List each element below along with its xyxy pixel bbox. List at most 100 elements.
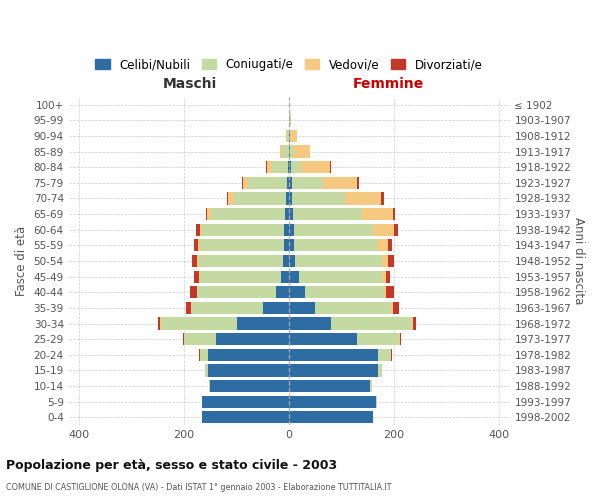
Bar — [412, 318, 413, 330]
Bar — [289, 176, 292, 189]
Bar — [316, 302, 391, 314]
Bar — [284, 240, 289, 252]
Bar — [202, 396, 289, 408]
Bar — [289, 396, 376, 408]
Bar — [386, 270, 390, 282]
Bar — [386, 286, 394, 298]
Bar — [208, 348, 289, 361]
Bar — [288, 161, 289, 173]
Bar — [330, 161, 331, 173]
Bar — [358, 333, 399, 345]
Bar — [289, 224, 295, 236]
Bar — [286, 192, 289, 204]
Bar — [197, 255, 199, 267]
Text: COMUNE DI CASTIGLIONE OLONA (VA) - Dati ISTAT 1° gennaio 2003 - Elaborazione TUT: COMUNE DI CASTIGLIONE OLONA (VA) - Dati … — [6, 484, 392, 492]
Bar — [266, 161, 267, 173]
Bar — [299, 270, 382, 282]
Bar — [276, 286, 289, 298]
Bar — [215, 333, 289, 345]
Bar — [295, 240, 377, 252]
Bar — [382, 270, 386, 282]
Bar — [393, 302, 399, 314]
Bar — [190, 286, 197, 298]
Bar — [373, 224, 394, 236]
Text: Maschi: Maschi — [163, 78, 217, 92]
Bar — [345, 192, 382, 204]
Bar — [211, 380, 289, 392]
Bar — [267, 161, 272, 173]
Bar — [388, 255, 394, 267]
Bar — [292, 192, 345, 204]
Bar — [382, 192, 383, 204]
Bar — [289, 333, 358, 345]
Bar — [227, 192, 234, 204]
Bar — [287, 130, 289, 142]
Bar — [194, 240, 198, 252]
Bar — [236, 318, 289, 330]
Bar — [244, 176, 248, 189]
Bar — [205, 364, 208, 376]
Bar — [198, 240, 200, 252]
Bar — [211, 208, 285, 220]
Bar — [393, 208, 395, 220]
Bar — [199, 270, 200, 282]
Bar — [290, 130, 291, 142]
Bar — [370, 380, 372, 392]
Bar — [378, 364, 382, 376]
Bar — [289, 318, 331, 330]
Bar — [378, 348, 391, 361]
Bar — [394, 224, 398, 236]
Bar — [192, 302, 263, 314]
Bar — [208, 364, 289, 376]
Bar — [293, 208, 362, 220]
Bar — [234, 192, 286, 204]
Bar — [280, 146, 282, 158]
Bar — [196, 224, 200, 236]
Bar — [289, 286, 305, 298]
Bar — [289, 364, 378, 376]
Bar — [323, 176, 358, 189]
Bar — [283, 255, 289, 267]
Bar — [202, 411, 289, 424]
Bar — [200, 224, 202, 236]
Bar — [413, 318, 416, 330]
Bar — [182, 333, 184, 345]
Y-axis label: Anni di nascita: Anni di nascita — [572, 218, 585, 304]
Bar — [295, 224, 373, 236]
Bar — [388, 240, 392, 252]
Bar — [158, 318, 160, 330]
Bar — [285, 208, 289, 220]
Bar — [291, 130, 298, 142]
Bar — [295, 146, 310, 158]
Bar — [289, 348, 378, 361]
Y-axis label: Fasce di età: Fasce di età — [15, 226, 28, 296]
Bar — [161, 318, 236, 330]
Bar — [358, 176, 359, 189]
Bar — [301, 161, 330, 173]
Bar — [295, 255, 382, 267]
Bar — [289, 161, 290, 173]
Legend: Celibi/Nubili, Coniugati/e, Vedovi/e, Divorziati/e: Celibi/Nubili, Coniugati/e, Vedovi/e, Di… — [91, 54, 487, 76]
Bar — [248, 176, 287, 189]
Bar — [290, 161, 301, 173]
Bar — [383, 286, 386, 298]
Bar — [284, 224, 289, 236]
Bar — [391, 302, 393, 314]
Bar — [400, 333, 401, 345]
Bar — [382, 255, 388, 267]
Bar — [289, 270, 299, 282]
Bar — [192, 255, 197, 267]
Bar — [272, 161, 288, 173]
Bar — [206, 208, 207, 220]
Bar — [377, 240, 388, 252]
Bar — [199, 255, 283, 267]
Bar — [286, 130, 287, 142]
Bar — [289, 208, 293, 220]
Bar — [290, 146, 295, 158]
Text: Femmine: Femmine — [353, 78, 424, 92]
Bar — [292, 176, 323, 189]
Bar — [289, 411, 373, 424]
Bar — [184, 333, 215, 345]
Text: Popolazione per età, sesso e stato civile - 2003: Popolazione per età, sesso e stato civil… — [6, 460, 337, 472]
Bar — [194, 270, 199, 282]
